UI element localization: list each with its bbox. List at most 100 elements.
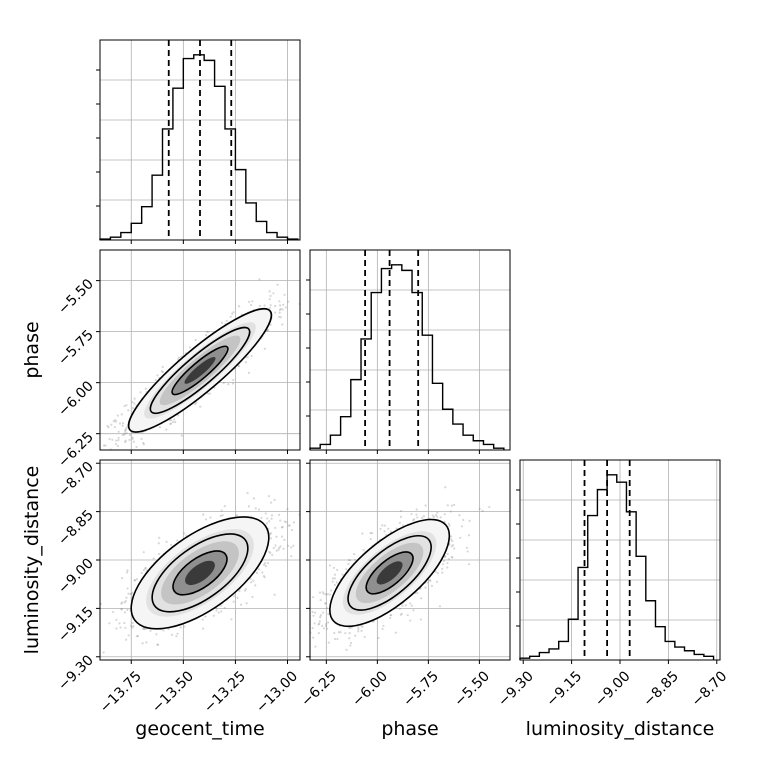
scatter-point [169,422,172,426]
scatter-point [123,611,127,614]
scatter-point [449,510,452,513]
scatter-point [265,522,269,525]
scatter-point [430,584,434,587]
scatter-point [127,592,130,595]
panels: −13.75 −13.50 −13.25 −13.00−6.25 −6.00 −5.75−… [55,39,730,716]
scatter-point [446,504,449,507]
y-tick-label: −5.50 [55,276,97,318]
scatter-point [399,515,402,518]
scatter-point [413,518,416,521]
scatter-point [312,636,315,639]
scatter-point [332,566,335,569]
scatter-point [123,601,126,604]
scatter-point [261,571,264,574]
scatter-point [321,591,324,594]
scatter-point [123,440,127,443]
scatter-point [115,618,118,621]
x-tick-label: −13.25 [201,668,249,716]
x-tick-label: −6.25 [298,668,340,710]
scatter-point [206,392,210,395]
scatter-point [269,532,273,535]
scatter-point [106,424,109,428]
scatter-point [318,591,322,594]
scatter-point [128,433,132,437]
scatter-point [435,580,439,583]
scatter-point [316,661,318,663]
scatter-point [333,583,336,587]
2d-panel-luminosity_distance-vs-geocent_time [91,459,331,661]
scatter-point [127,409,130,412]
scatter-point [251,300,254,303]
scatter-point [204,615,207,618]
y-tick-label: −5.75 [55,327,97,369]
histogram-step-luminosity_distance [519,474,715,660]
scatter-point [263,562,267,565]
scatter-point [120,577,124,580]
scatter-point [478,507,481,511]
scatter-point [439,516,442,519]
scatter-point [170,633,174,636]
scatter-point [285,521,288,524]
scatter-point [449,535,453,538]
scatter-point [238,590,241,593]
scatter-point [222,381,225,385]
scatter-point [347,559,351,562]
xlabel-geocent-time: geocent_time [135,718,264,740]
scatter-point [254,584,257,587]
scatter-point [121,421,125,425]
scatter-point [244,587,247,590]
scatter-point [281,308,284,311]
y-axis-labels: phase luminosity_distance [21,321,43,654]
scatter-point [204,333,208,337]
scatter-point [124,452,126,454]
scatter-point [142,441,145,445]
scatter-point [107,426,110,429]
scatter-point [361,532,364,535]
scatter-point [277,548,280,551]
scatter-point [120,608,123,611]
scatter-point [91,627,93,629]
scatter-point [244,361,248,364]
scatter-point [273,593,276,596]
scatter-point [247,505,250,508]
scatter-point [333,573,337,576]
scatter-point [131,406,135,410]
scatter-point [246,356,249,359]
scatter-point [481,509,484,512]
scatter-point [231,382,235,385]
scatter-point [269,551,272,554]
scatter-point [308,602,310,604]
scatter-point [250,354,253,358]
scatter-point [131,437,134,440]
scatter-point [245,602,248,605]
scatter-point [126,608,129,612]
scatter-point [221,513,224,517]
scatter-point [450,545,453,548]
scatter-point [129,592,132,596]
scatter-point [441,567,444,570]
scatter-point [312,614,315,617]
scatter-point [239,603,243,606]
scatter-point [281,526,284,529]
scatter-point [326,621,330,624]
scatter-point [349,641,353,645]
scatter-point [124,429,127,433]
scatter-point [270,514,274,517]
contour-line [151,533,249,613]
scatter-point [287,544,290,547]
scatter-point [177,356,181,359]
scatter-point [257,508,261,511]
scatter-point [125,638,128,641]
scatter-point [124,429,127,432]
scatter-point [194,338,197,342]
scatter-point [389,530,393,533]
scatter-point [292,544,295,547]
scatter-point [229,315,232,318]
scatter-point [142,627,145,631]
scatter-point [287,300,290,303]
scatter-point [329,468,331,470]
scatter-point [135,445,138,449]
scatter-point [117,438,120,442]
scatter-point [142,443,145,446]
scatter-point [258,278,261,281]
